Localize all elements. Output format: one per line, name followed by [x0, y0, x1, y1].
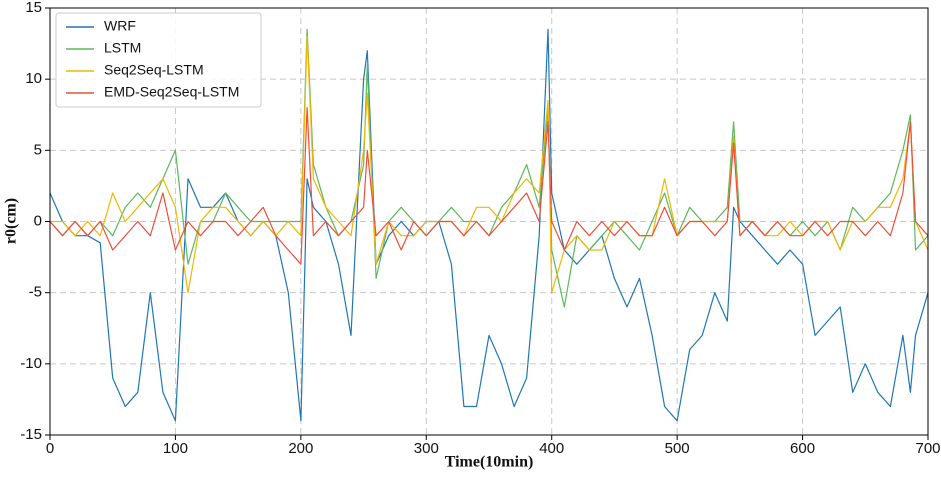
y-tick-label: 15 — [25, 0, 42, 16]
data-line — [49, 28, 929, 422]
legend-label: WRF — [104, 18, 136, 34]
x-tick-label: 300 — [414, 440, 439, 457]
y-tick-label: 5 — [34, 141, 42, 158]
x-tick-label: 200 — [288, 440, 313, 457]
legend: WRF LSTM Seq2Seq-LSTM EMD-Seq2Seq-LSTM — [55, 12, 262, 108]
x-tick-label: 700 — [915, 440, 940, 457]
x-tick-label: 400 — [539, 440, 564, 457]
y-tick-label: -15 — [20, 426, 42, 443]
plot-frame — [49, 7, 929, 436]
x-tick-label: 500 — [665, 440, 690, 457]
legend-box — [55, 12, 262, 108]
x-tick-label: 100 — [163, 440, 188, 457]
y-tick-label: -10 — [20, 355, 42, 372]
data-line — [49, 107, 929, 265]
y-tick-label: 10 — [25, 70, 42, 87]
y-axis-label: r0(cm) — [3, 198, 20, 244]
legend-label: EMD-Seq2Seq-LSTM — [104, 84, 239, 100]
legend-label: LSTM — [104, 40, 141, 56]
x-tick-label: 600 — [790, 440, 815, 457]
y-tick-label: -5 — [29, 284, 42, 301]
legend-label: Seq2Seq-LSTM — [104, 62, 204, 78]
x-tick-label: 0 — [46, 440, 54, 457]
y-tick-label: 0 — [34, 212, 42, 229]
x-axis-label: Time(10min) — [445, 454, 534, 471]
